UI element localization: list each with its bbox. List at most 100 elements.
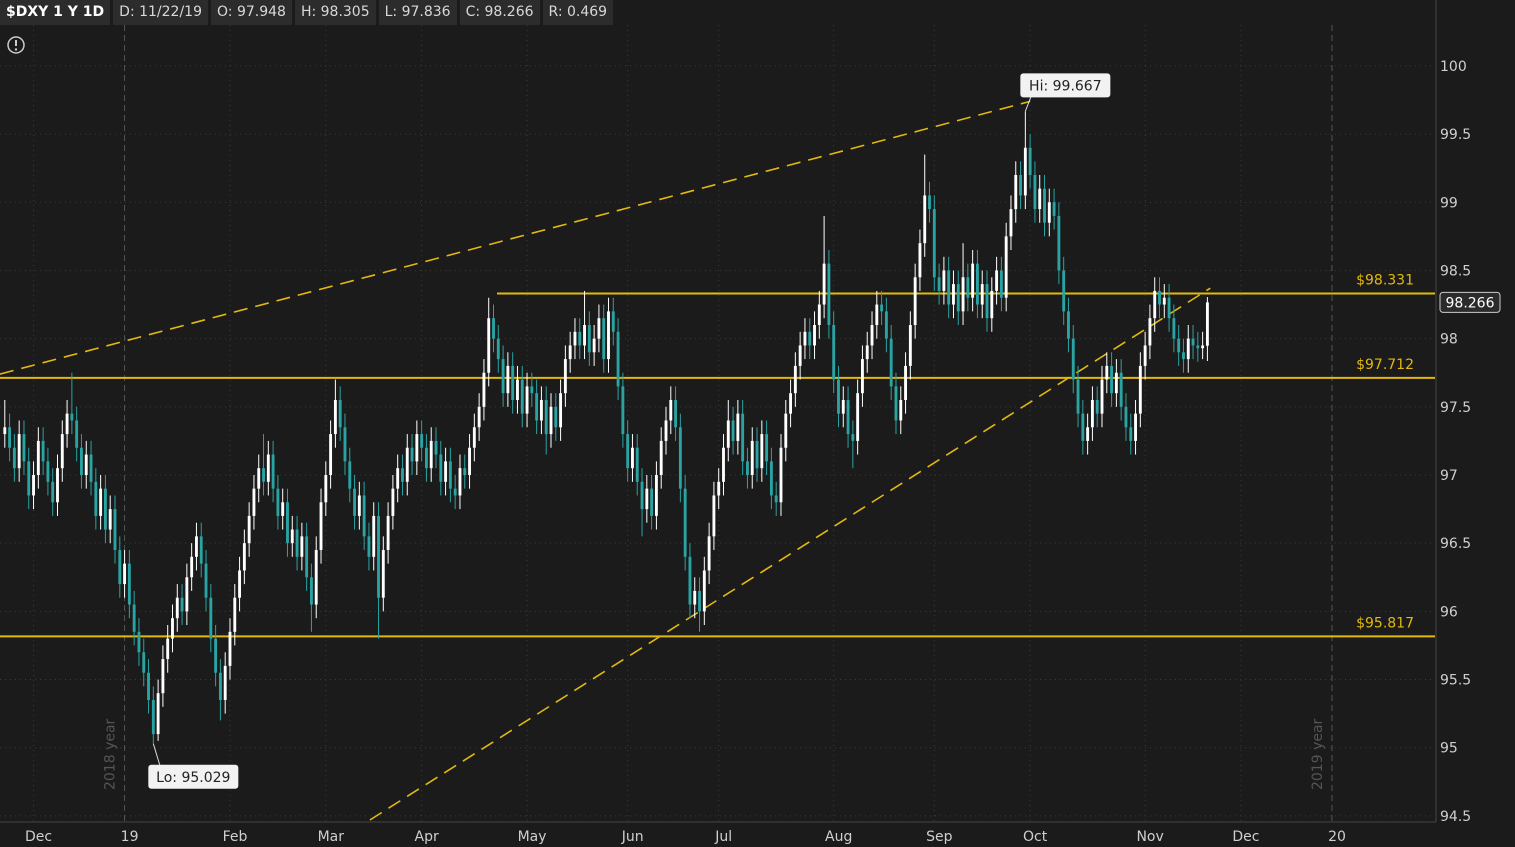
candle-body bbox=[496, 338, 500, 360]
y-tick-label: 97 bbox=[1440, 468, 1458, 484]
last-price-box bbox=[1439, 291, 1501, 313]
candle-body bbox=[530, 386, 534, 394]
candle-body bbox=[75, 420, 79, 448]
candle-body bbox=[626, 434, 630, 469]
candle-body bbox=[722, 447, 725, 482]
candle-body bbox=[669, 400, 673, 421]
candle-body bbox=[1158, 290, 1161, 305]
candle-body bbox=[175, 597, 179, 619]
candle-body bbox=[314, 550, 318, 605]
x-tick-label: Aug bbox=[825, 829, 852, 845]
candle-body bbox=[99, 488, 103, 516]
low-label: Lo: 95.029 bbox=[156, 770, 230, 786]
high: H: 98.305 bbox=[294, 0, 376, 25]
candle-body bbox=[1110, 365, 1114, 394]
candle-body bbox=[27, 461, 31, 496]
candle-body bbox=[616, 331, 620, 387]
candle-body bbox=[1033, 175, 1037, 210]
candle-body bbox=[218, 672, 222, 700]
candle-body bbox=[549, 406, 553, 435]
candle-body bbox=[899, 400, 903, 421]
candle-body bbox=[113, 509, 117, 550]
candle-body bbox=[32, 475, 35, 496]
candle-body bbox=[338, 400, 342, 428]
candle-body bbox=[688, 556, 692, 605]
candle-body bbox=[262, 468, 265, 482]
high-label: Hi: 99.667 bbox=[1029, 78, 1102, 94]
candle-body bbox=[65, 413, 69, 435]
candle-body bbox=[817, 304, 821, 325]
candle-body bbox=[1129, 427, 1133, 441]
candle-body bbox=[286, 502, 289, 544]
candle-body bbox=[894, 386, 898, 421]
candle-body bbox=[832, 325, 836, 380]
trend-line bbox=[369, 287, 1211, 821]
candle-body bbox=[190, 556, 194, 578]
open: O: 97.948 bbox=[211, 0, 292, 25]
candle-body bbox=[583, 325, 586, 346]
candle-body bbox=[1167, 297, 1171, 319]
candle-body bbox=[420, 434, 424, 448]
candle-body bbox=[865, 345, 869, 360]
candle-body bbox=[1028, 147, 1032, 175]
info-icon[interactable] bbox=[7, 36, 25, 54]
candle-body bbox=[381, 550, 385, 598]
candle-body bbox=[252, 488, 256, 516]
candle-body bbox=[22, 434, 26, 462]
candle-body bbox=[913, 277, 917, 325]
high-label-box bbox=[1020, 73, 1111, 98]
candle-body bbox=[966, 277, 970, 298]
candle-body bbox=[41, 440, 45, 462]
candle-body bbox=[482, 372, 486, 407]
candle-body bbox=[573, 331, 577, 346]
y-tick-label: 98 bbox=[1440, 332, 1458, 348]
x-tick-label: 19 bbox=[121, 829, 139, 845]
candle-body bbox=[424, 447, 428, 469]
candle-body bbox=[89, 454, 93, 482]
candle-body bbox=[132, 604, 136, 632]
candle-body bbox=[923, 195, 927, 244]
candle-body bbox=[472, 427, 476, 448]
candle-body bbox=[798, 345, 802, 366]
candle-body bbox=[755, 440, 759, 469]
candle-body bbox=[405, 447, 409, 482]
symbol[interactable]: $DXY 1 Y 1D bbox=[0, 0, 111, 25]
candle-body bbox=[1062, 270, 1066, 312]
candle-body bbox=[271, 454, 275, 489]
candle-body bbox=[563, 359, 567, 394]
candle-body bbox=[84, 454, 88, 475]
candle-body bbox=[204, 563, 208, 598]
candle-body bbox=[1038, 188, 1042, 210]
year-label: 2019 year bbox=[1310, 718, 1326, 790]
candle-body bbox=[161, 659, 165, 694]
candle-body bbox=[841, 400, 845, 414]
candle-body bbox=[348, 461, 352, 489]
candle-body bbox=[702, 570, 706, 612]
candle-body bbox=[602, 318, 606, 360]
candle-body bbox=[1071, 338, 1075, 380]
candle-body bbox=[1148, 318, 1152, 346]
candle-body bbox=[928, 195, 931, 210]
candle-body bbox=[995, 270, 999, 291]
candle-body bbox=[281, 502, 285, 516]
candle-body bbox=[199, 536, 203, 564]
candle-body bbox=[333, 400, 337, 435]
candle-body bbox=[357, 495, 361, 516]
candle-body bbox=[975, 263, 979, 305]
candle-body bbox=[587, 325, 591, 353]
candle-body bbox=[607, 311, 610, 360]
candle-body bbox=[875, 304, 879, 325]
candle-body bbox=[1086, 427, 1090, 441]
candle-body bbox=[880, 304, 884, 312]
candle-body bbox=[209, 597, 213, 639]
candle-body bbox=[516, 379, 519, 400]
candle-body bbox=[257, 468, 261, 489]
candle-body bbox=[645, 488, 649, 510]
candle-body bbox=[166, 638, 170, 660]
x-tick-label: Dec bbox=[1232, 829, 1259, 845]
date: D: 11/22/19 bbox=[113, 0, 208, 25]
candle-body bbox=[1191, 338, 1195, 346]
candle-body bbox=[444, 461, 448, 482]
candle-body bbox=[487, 318, 491, 373]
candle-body bbox=[808, 331, 812, 346]
